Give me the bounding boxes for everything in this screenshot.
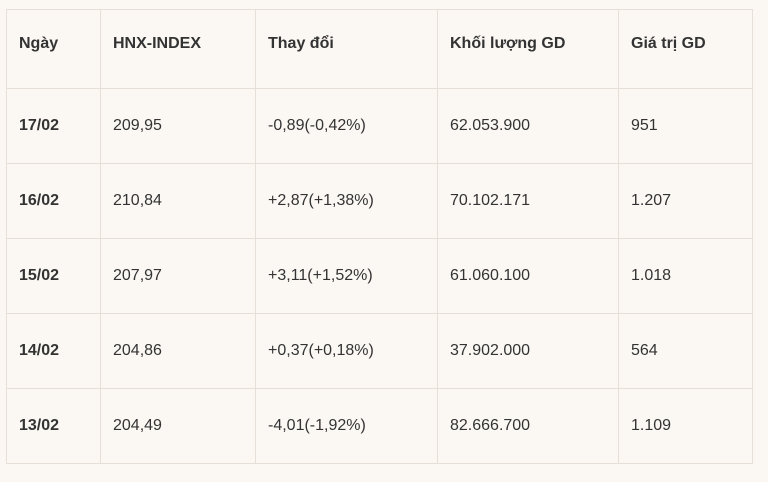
table-cell: 207,97 <box>100 238 256 314</box>
table-cell: +3,11(+1,52%) <box>255 238 438 314</box>
table-cell: 62.053.900 <box>437 88 619 164</box>
header-row: Ngày HNX-INDEX Thay đổi Khối lượng GD Giá tr… <box>6 9 753 89</box>
table-cell: 210,84 <box>100 163 256 239</box>
table-cell: 209,95 <box>100 88 256 164</box>
table-cell: 1.207 <box>618 163 753 239</box>
table-cell: 951 <box>618 88 753 164</box>
table-row: 16/02 210,84 +2,87(+1,38%) 70.102.171 1.207 <box>6 163 753 239</box>
table-row: 13/02 204,49 -4,01(-1,92%) 82.666.700 1.109 <box>6 388 753 464</box>
table-cell: +2,87(+1,38%) <box>255 163 438 239</box>
header-cell: HNX-INDEX <box>100 9 256 89</box>
header-cell: Ngày <box>6 9 101 89</box>
table-row: 15/02 207,97 +3,11(+1,52%) 61.060.100 1.018 <box>6 238 753 314</box>
table-row: 14/02 204,86 +0,37(+0,18%) 37.902.000 564 <box>6 313 753 389</box>
table-cell: 204,49 <box>100 388 256 464</box>
data-table: Ngày HNX-INDEX Thay đổi Khối lượng GD Giá tr… <box>6 9 753 464</box>
date-cell: 15/02 <box>6 238 101 314</box>
table-cell: 564 <box>618 313 753 389</box>
table-cell: 82.666.700 <box>437 388 619 464</box>
table-cell: 204,86 <box>100 313 256 389</box>
date-cell: 13/02 <box>6 388 101 464</box>
date-cell: 17/02 <box>6 88 101 164</box>
date-cell: 14/02 <box>6 313 101 389</box>
table-body: 17/02 209,95 -0,89(-0,42%) 62.053.900 951 16/… <box>6 88 753 464</box>
table-cell: 1.018 <box>618 238 753 314</box>
table-cell: +0,37(+0,18%) <box>255 313 438 389</box>
table-cell: -4,01(-1,92%) <box>255 388 438 464</box>
table-cell: 61.060.100 <box>437 238 619 314</box>
table-cell: 37.902.000 <box>437 313 619 389</box>
date-cell: 16/02 <box>6 163 101 239</box>
header-cell: Khối lượng GD <box>437 9 619 89</box>
table-row: 17/02 209,95 -0,89(-0,42%) 62.053.900 951 <box>6 88 753 164</box>
table-cell: 70.102.171 <box>437 163 619 239</box>
header-cell: Giá trị GD <box>618 9 753 89</box>
table-cell: -0,89(-0,42%) <box>255 88 438 164</box>
table-cell: 1.109 <box>618 388 753 464</box>
header-cell: Thay đổi <box>255 9 438 89</box>
